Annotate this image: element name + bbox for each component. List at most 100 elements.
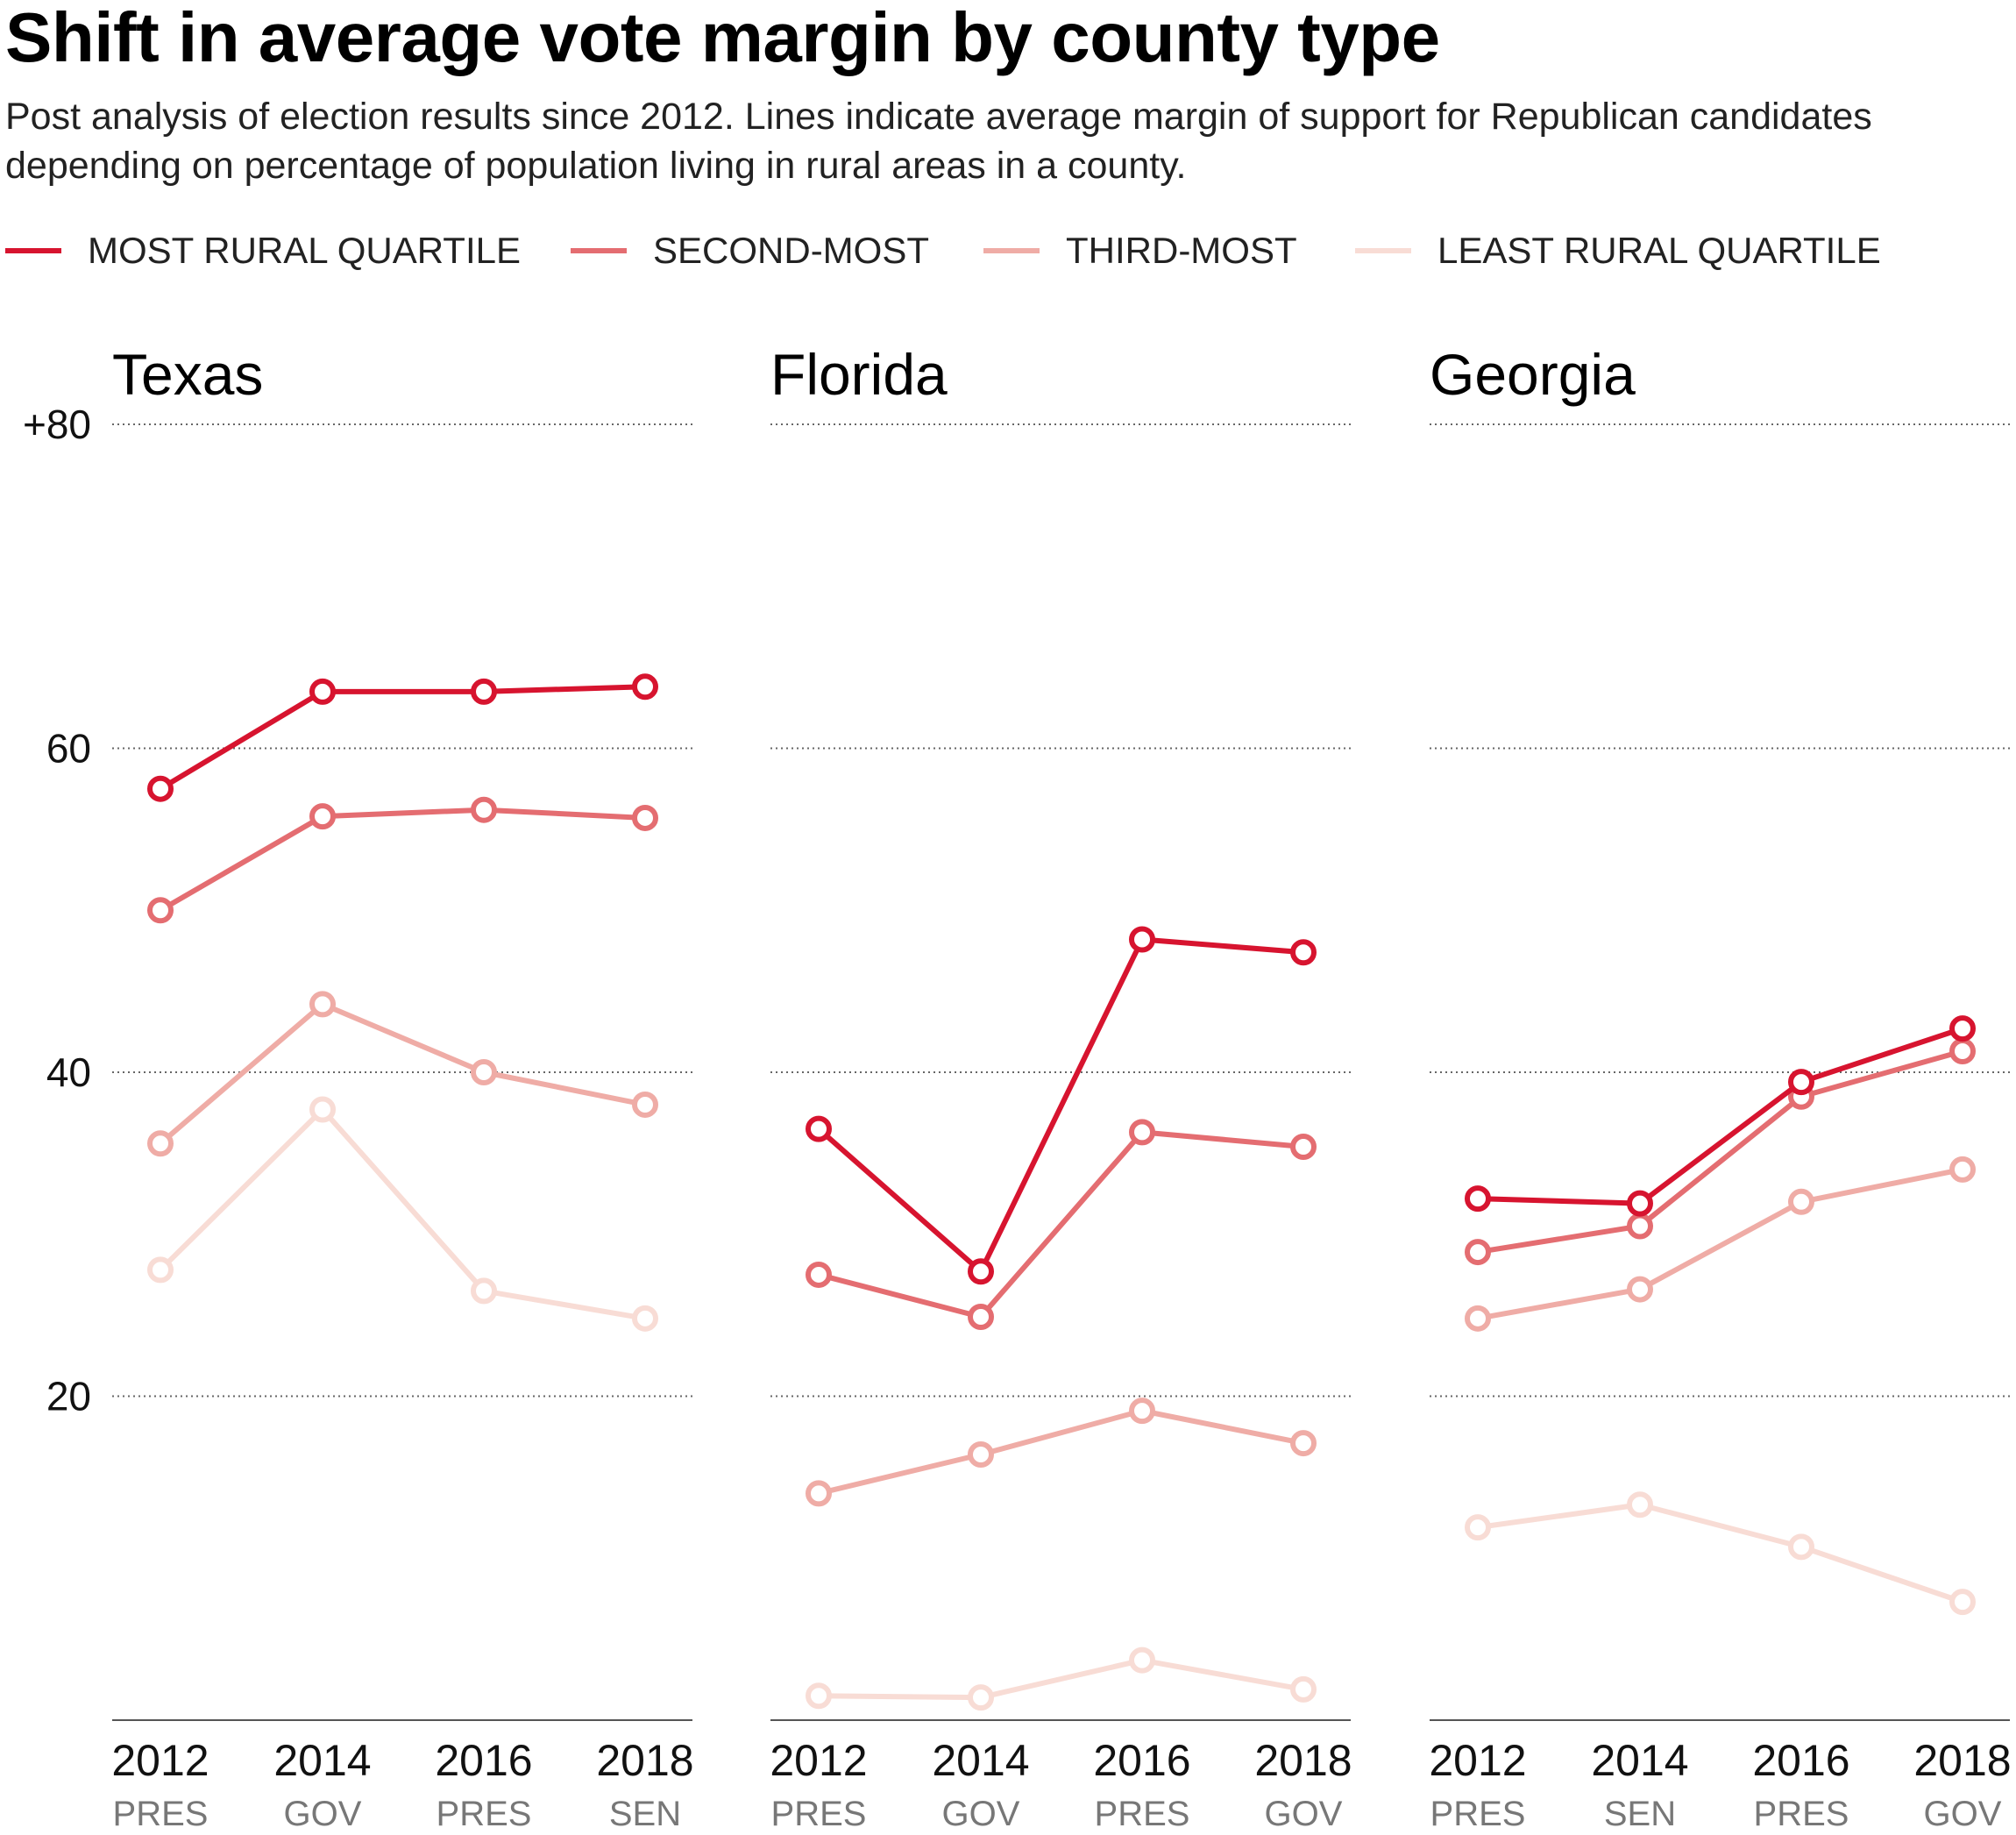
legend-swatch-third-most	[983, 248, 1040, 253]
series-line-second-most	[158, 807, 648, 914]
x-tick-sublabel: GOV	[942, 1795, 1020, 1833]
data-point-most-rural-quartile	[632, 673, 658, 701]
data-point-most-rural-quartile	[1290, 939, 1317, 966]
data-point-most-rural-quartile	[1627, 1190, 1653, 1217]
legend-swatch-most-rural	[5, 248, 61, 253]
x-tick-sublabel: SEN	[1604, 1795, 1676, 1833]
x-tick-sublabel: PRES	[771, 1795, 867, 1833]
x-tick-label: 2012	[111, 1736, 209, 1785]
data-point-least-rural-quartile	[1290, 1675, 1317, 1703]
legend-label: THIRD-MOST	[1066, 230, 1297, 271]
legend-swatch-second-most	[571, 248, 627, 253]
y-tick-label: 60	[46, 726, 91, 772]
series-line-second-most	[816, 1129, 1306, 1319]
x-tick-sublabel: PRES	[437, 1795, 532, 1833]
panel-title: Georgia	[1430, 342, 1636, 407]
data-point-most-rural-quartile	[968, 1258, 994, 1285]
x-tick-label: 2016	[435, 1736, 532, 1785]
series-line-third-most	[1475, 1166, 1965, 1321]
legend-swatch-least-rural	[1355, 248, 1411, 253]
legend-label: LEAST RURAL QUARTILE	[1437, 230, 1881, 271]
y-tick-label: +80	[23, 402, 91, 447]
data-point-least-rural-quartile	[1627, 1491, 1653, 1518]
legend-item-second-most: SECOND-MOST	[571, 224, 929, 277]
x-tick-sublabel: PRES	[1430, 1795, 1526, 1833]
x-tick-sublabel: GOV	[1265, 1795, 1343, 1833]
data-point-third-most	[471, 1059, 497, 1085]
series-line-least-rural-quartile	[158, 1106, 648, 1321]
y-tick-label: 40	[46, 1049, 91, 1095]
data-point-third-most	[147, 1130, 174, 1157]
x-tick-label: 2018	[1254, 1736, 1352, 1785]
x-tick-label: 2016	[1752, 1736, 1849, 1785]
data-point-least-rural-quartile	[806, 1682, 832, 1710]
legend-label: MOST RURAL QUARTILE	[88, 230, 521, 271]
x-tick-label: 2018	[1913, 1736, 2011, 1785]
data-point-second-most	[1949, 1037, 1976, 1064]
x-tick-label: 2014	[273, 1736, 371, 1785]
data-point-least-rural-quartile	[309, 1096, 336, 1123]
panel-georgia: Georgia 2012 PRES 2014 SEN 2016 PRES 2018 GOV	[1429, 342, 2011, 1833]
chart-subtitle: Post analysis of election results since …	[5, 96, 1872, 187]
panel-texas: Texas 2012 PRES 2014 GOV 2016 PRES 2018 SEN	[111, 342, 693, 1833]
data-point-third-most	[806, 1480, 832, 1507]
series-line-third-most	[158, 1001, 648, 1147]
x-tick-label: 2014	[932, 1736, 1029, 1785]
x-tick-sublabel: PRES	[1095, 1795, 1190, 1833]
data-point-most-rural-quartile	[309, 678, 336, 705]
data-point-third-most	[1949, 1156, 1976, 1183]
legend-item-most-rural: MOST RURAL QUARTILE	[5, 224, 521, 277]
x-tick-sublabel: PRES	[1754, 1795, 1849, 1833]
series-line-third-most	[816, 1408, 1306, 1497]
data-point-second-most	[1627, 1213, 1653, 1240]
data-point-second-most	[1465, 1239, 1491, 1266]
data-point-least-rural-quartile	[1949, 1589, 1976, 1616]
series-line-most-rural-quartile	[816, 936, 1306, 1275]
data-point-most-rural-quartile	[806, 1115, 832, 1142]
legend-item-third-most: THIRD-MOST	[983, 224, 1297, 277]
x-tick-sublabel: GOV	[1924, 1795, 2002, 1833]
data-point-most-rural-quartile	[1465, 1185, 1491, 1213]
y-tick-label: 20	[46, 1374, 91, 1419]
series-line-least-rural-quartile	[1475, 1502, 1965, 1605]
data-point-least-rural-quartile	[968, 1684, 994, 1711]
series-line-second-most	[1475, 1048, 1965, 1255]
x-tick-label: 2018	[596, 1736, 693, 1785]
data-point-least-rural-quartile	[1788, 1533, 1814, 1561]
data-point-third-most	[1465, 1305, 1491, 1332]
data-point-second-most	[632, 804, 658, 831]
data-point-most-rural-quartile	[471, 678, 497, 705]
data-point-third-most	[968, 1441, 994, 1469]
data-point-least-rural-quartile	[1465, 1514, 1491, 1541]
x-tick-label: 2012	[770, 1736, 867, 1785]
data-point-second-most	[1290, 1133, 1317, 1160]
data-point-third-most	[1290, 1430, 1317, 1457]
series-line-most-rural-quartile	[158, 684, 648, 792]
data-point-second-most	[968, 1303, 994, 1330]
x-tick-sublabel: GOV	[284, 1795, 362, 1833]
data-point-second-most	[471, 796, 497, 823]
legend-item-least-rural: LEAST RURAL QUARTILE	[1355, 224, 1881, 277]
x-tick-sublabel: SEN	[609, 1795, 681, 1833]
series-line-least-rural-quartile	[816, 1657, 1306, 1701]
legend: MOST RURAL QUARTILE SECOND-MOST THIRD-MO…	[5, 224, 2004, 277]
data-point-second-most	[1129, 1119, 1155, 1146]
data-point-second-most	[147, 897, 174, 924]
panel-title: Texas	[112, 342, 263, 407]
data-point-least-rural-quartile	[471, 1277, 497, 1305]
series-line-most-rural-quartile	[1475, 1026, 1965, 1206]
x-tick-label: 2016	[1093, 1736, 1190, 1785]
data-point-least-rural-quartile	[1129, 1647, 1155, 1674]
data-point-third-most	[1788, 1188, 1814, 1215]
data-point-most-rural-quartile	[1788, 1069, 1814, 1096]
data-point-third-most	[309, 991, 336, 1018]
data-point-least-rural-quartile	[147, 1256, 174, 1284]
data-point-most-rural-quartile	[1949, 1015, 1976, 1042]
data-point-second-most	[806, 1261, 832, 1288]
panel-florida: Florida 2012 PRES 2014 GOV 2016 PRES 2018 GOV	[770, 342, 1352, 1833]
data-point-least-rural-quartile	[632, 1305, 658, 1332]
data-point-most-rural-quartile	[147, 775, 174, 802]
x-tick-sublabel: PRES	[113, 1795, 209, 1833]
panel-title: Florida	[770, 342, 948, 407]
